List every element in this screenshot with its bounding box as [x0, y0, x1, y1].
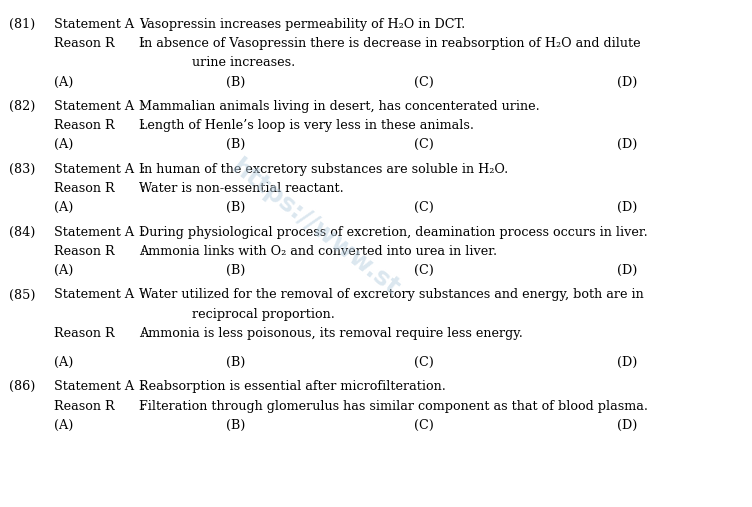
Text: Statement A: Statement A — [54, 380, 135, 393]
Text: (C): (C) — [414, 76, 433, 89]
Text: Statement A: Statement A — [54, 18, 135, 31]
Text: Length of Henle’s loop is very less in these animals.: Length of Henle’s loop is very less in t… — [139, 119, 474, 132]
Text: (85): (85) — [9, 288, 35, 302]
Text: Reason R: Reason R — [54, 245, 115, 258]
Text: (82): (82) — [9, 100, 35, 113]
Text: (B): (B) — [226, 138, 245, 152]
Text: https://www.st: https://www.st — [227, 155, 405, 301]
Text: In absence of Vasopressin there is decrease in reabsorption of H₂O and dilute: In absence of Vasopressin there is decre… — [139, 37, 641, 50]
Text: (B): (B) — [226, 356, 245, 369]
Text: reciprocal proportion.: reciprocal proportion. — [192, 308, 335, 321]
Text: Statement A: Statement A — [54, 288, 135, 302]
Text: (D): (D) — [617, 76, 637, 89]
Text: Vasopressin increases permeability of H₂O in DCT.: Vasopressin increases permeability of H₂… — [139, 18, 465, 31]
Text: (C): (C) — [414, 138, 433, 152]
Text: (D): (D) — [617, 264, 637, 277]
Text: (B): (B) — [226, 201, 245, 214]
Text: (A): (A) — [54, 201, 74, 214]
Text: Reason R: Reason R — [54, 400, 115, 413]
Text: (A): (A) — [54, 76, 74, 89]
Text: :: : — [141, 226, 145, 239]
Text: :: : — [141, 163, 145, 176]
Text: :: : — [141, 37, 145, 50]
Text: (83): (83) — [9, 163, 35, 176]
Text: Reason R: Reason R — [54, 37, 115, 50]
Text: Reason R: Reason R — [54, 119, 115, 132]
Text: (B): (B) — [226, 76, 245, 89]
Text: In human of the excretory substances are soluble in H₂O.: In human of the excretory substances are… — [139, 163, 508, 176]
Text: (C): (C) — [414, 356, 433, 369]
Text: :: : — [141, 182, 145, 195]
Text: Filteration through glomerulus has similar component as that of blood plasma.: Filteration through glomerulus has simil… — [139, 400, 648, 413]
Text: Water utilized for the removal of excretory substances and energy, both are in: Water utilized for the removal of excret… — [139, 288, 644, 302]
Text: (A): (A) — [54, 264, 74, 277]
Text: :: : — [141, 100, 145, 113]
Text: (B): (B) — [226, 419, 245, 432]
Text: (A): (A) — [54, 138, 74, 152]
Text: :: : — [141, 119, 145, 132]
Text: Reabsorption is essential after microfilteration.: Reabsorption is essential after microfil… — [139, 380, 446, 393]
Text: Statement A: Statement A — [54, 100, 135, 113]
Text: (D): (D) — [617, 356, 637, 369]
Text: :: : — [141, 400, 145, 413]
Text: During physiological process of excretion, deamination process occurs in liver.: During physiological process of excretio… — [139, 226, 648, 239]
Text: (A): (A) — [54, 419, 74, 432]
Text: Statement A: Statement A — [54, 163, 135, 176]
Text: (81): (81) — [9, 18, 35, 31]
Text: Water is non-essential reactant.: Water is non-essential reactant. — [139, 182, 344, 195]
Text: (B): (B) — [226, 264, 245, 277]
Text: (D): (D) — [617, 419, 637, 432]
Text: Ammonia links with O₂ and converted into urea in liver.: Ammonia links with O₂ and converted into… — [139, 245, 497, 258]
Text: urine increases.: urine increases. — [192, 56, 295, 69]
Text: (84): (84) — [9, 226, 35, 239]
Text: (A): (A) — [54, 356, 74, 369]
Text: (C): (C) — [414, 419, 433, 432]
Text: :: : — [141, 327, 145, 340]
Text: Ammonia is less poisonous, its removal require less energy.: Ammonia is less poisonous, its removal r… — [139, 327, 523, 340]
Text: Statement A: Statement A — [54, 226, 135, 239]
Text: :: : — [141, 18, 145, 31]
Text: :: : — [141, 288, 145, 302]
Text: :: : — [141, 245, 145, 258]
Text: Reason R: Reason R — [54, 182, 115, 195]
Text: Mammalian animals living in desert, has concenterated urine.: Mammalian animals living in desert, has … — [139, 100, 540, 113]
Text: (C): (C) — [414, 264, 433, 277]
Text: (D): (D) — [617, 201, 637, 214]
Text: (D): (D) — [617, 138, 637, 152]
Text: :: : — [141, 380, 145, 393]
Text: (86): (86) — [9, 380, 35, 393]
Text: Reason R: Reason R — [54, 327, 115, 340]
Text: (C): (C) — [414, 201, 433, 214]
